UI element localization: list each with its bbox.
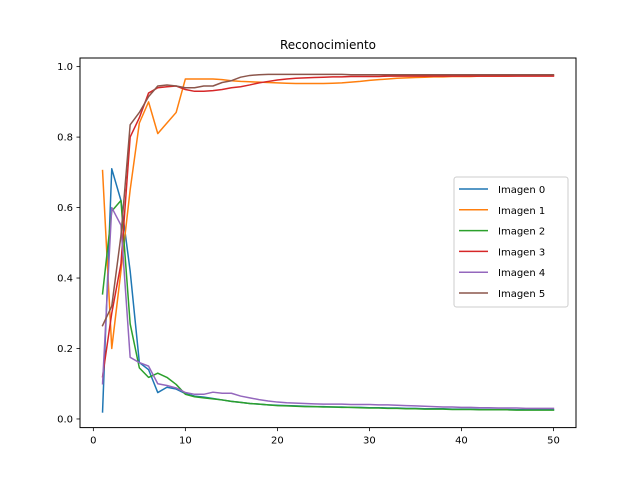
y-tick-label: 0.2	[57, 344, 73, 355]
x-tick-label: 30	[363, 436, 376, 447]
series-line-4	[101, 206, 555, 410]
legend-label-0: Imagen 0	[498, 185, 545, 196]
legend-box	[453, 176, 569, 308]
chart-title: Reconocimiento	[280, 38, 376, 52]
series-line-2	[101, 199, 555, 411]
legend-label-1: Imagen 1	[498, 206, 545, 217]
y-tick-label: 0.0	[57, 414, 73, 425]
x-axis: 0 10 20 30 40 50	[90, 427, 560, 447]
plot-lines	[101, 73, 555, 413]
x-tick-label: 50	[547, 436, 560, 447]
legend-label-4: Imagen 4	[498, 268, 545, 279]
y-tick-label: 0.8	[57, 133, 73, 144]
legend-label-3: Imagen 3	[498, 247, 545, 258]
y-axis: 0.0 0.2 0.4 0.6 0.8 1.0	[57, 62, 80, 425]
y-tick-label: 0.6	[57, 203, 73, 214]
y-tick-label: 0.4	[57, 274, 73, 285]
legend: Imagen 0 Imagen 1 Imagen 2 Imagen 3 Imagen 4…	[453, 176, 569, 308]
legend-label-2: Imagen 2	[498, 227, 545, 238]
x-tick-label: 10	[179, 436, 192, 447]
series-line-5	[101, 73, 555, 327]
legend-label-5: Imagen 5	[498, 289, 545, 300]
x-tick-label: 40	[455, 436, 468, 447]
x-tick-label: 0	[90, 436, 96, 447]
x-tick-label: 20	[271, 436, 284, 447]
plot-frame	[79, 57, 577, 429]
y-tick-label: 1.0	[57, 62, 73, 73]
